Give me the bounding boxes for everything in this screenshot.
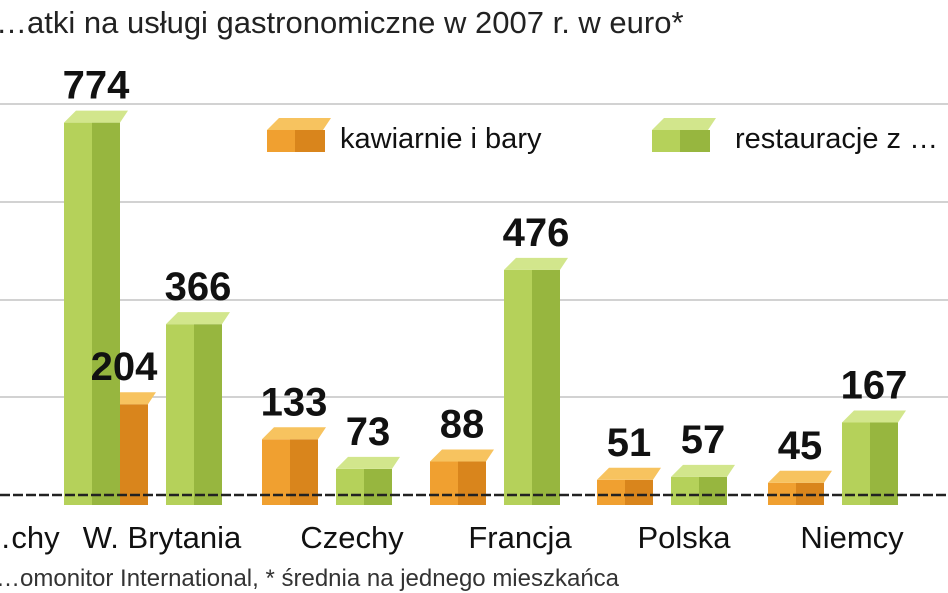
bar xyxy=(336,456,400,505)
bar-front-right xyxy=(532,269,560,505)
value-label: 167 xyxy=(841,363,908,407)
legend-swatch-side xyxy=(295,130,325,152)
bar xyxy=(768,470,832,505)
bar-top xyxy=(430,449,494,462)
bar xyxy=(671,464,735,505)
legend-swatch-top xyxy=(652,118,716,130)
bar-front-left xyxy=(671,476,699,505)
bar xyxy=(842,410,906,505)
bar-front-left xyxy=(430,461,458,505)
bar xyxy=(166,312,230,505)
bar-top xyxy=(166,312,230,325)
category-label: Czechy xyxy=(300,520,404,555)
category-label: W. Brytania xyxy=(83,520,242,555)
bar-front-right xyxy=(92,122,120,505)
value-label: 57 xyxy=(681,418,726,462)
value-labels: 204 133 88 51 45 774 366 73 476 57 167 xyxy=(63,64,908,468)
bar-top xyxy=(768,470,832,483)
bar-front-right xyxy=(194,324,222,505)
bar-top xyxy=(597,467,661,480)
bar xyxy=(262,427,326,505)
legend-swatch-top xyxy=(267,118,331,130)
bar xyxy=(430,449,494,505)
bar-top xyxy=(336,456,400,469)
bar-front-left xyxy=(336,468,364,505)
value-label: 476 xyxy=(503,211,570,255)
value-label: 133 xyxy=(261,380,328,424)
category-label: …chy xyxy=(0,520,60,555)
value-label: 774 xyxy=(63,64,130,108)
value-label: 73 xyxy=(346,410,391,454)
bar-top xyxy=(262,427,326,440)
legend: kawiarnie i bary restauracje z … xyxy=(267,118,938,155)
bar-front-right xyxy=(699,476,727,505)
bar-top xyxy=(842,410,906,423)
legend-swatch xyxy=(267,130,295,152)
category-label: Niemcy xyxy=(800,520,904,555)
legend-swatch xyxy=(652,130,680,152)
bar-front-right xyxy=(625,479,653,505)
category-label: Francja xyxy=(468,520,572,555)
value-label: 204 xyxy=(91,345,158,389)
legend-swatch-side xyxy=(680,130,710,152)
category-label: Polska xyxy=(637,520,731,555)
chart-source: …omonitor International, * średnia na je… xyxy=(0,565,620,592)
legend-label: kawiarnie i bary xyxy=(340,123,542,155)
category-labels: …chy W. Brytania Czechy Francja Polska Niemcy xyxy=(0,520,904,555)
bar xyxy=(597,467,661,505)
value-label: 366 xyxy=(165,265,232,309)
bar-front-left xyxy=(166,324,194,505)
bar-top xyxy=(64,110,128,123)
bar-front-left xyxy=(597,479,625,505)
legend-item: restauracje z … xyxy=(652,118,938,155)
bar-front-left xyxy=(842,422,870,505)
legend-item: kawiarnie i bary xyxy=(267,118,542,155)
grid xyxy=(0,103,948,398)
value-label: 88 xyxy=(440,403,485,447)
bar-front-left xyxy=(64,122,92,505)
legend-label: restauracje z … xyxy=(735,123,938,155)
chart-title: …atki na usługi gastronomiczne w 2007 r.… xyxy=(0,5,684,40)
bar-front-right xyxy=(364,468,392,505)
bar-front-right xyxy=(458,461,486,505)
bar-top xyxy=(504,257,568,270)
bar-front-left xyxy=(504,269,532,505)
bar-front-right xyxy=(870,422,898,505)
value-label: 45 xyxy=(778,424,823,468)
bar xyxy=(64,110,128,505)
value-label: 51 xyxy=(607,421,652,465)
bar xyxy=(504,257,568,505)
bar-top xyxy=(671,464,735,477)
bar-front-right xyxy=(120,404,148,505)
